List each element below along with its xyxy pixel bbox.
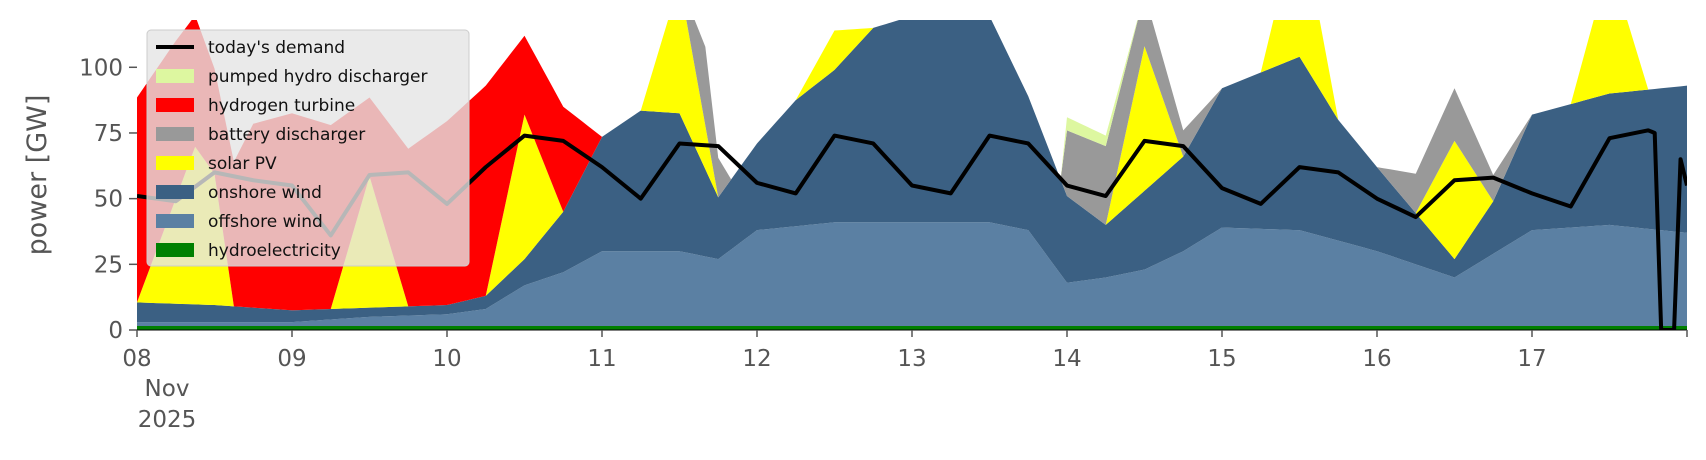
legend-swatch <box>156 98 194 112</box>
x-tick-label: 16 <box>1362 346 1391 372</box>
legend-swatch <box>156 69 194 83</box>
area-solar-pv <box>137 20 1687 311</box>
legend-swatch <box>156 185 194 199</box>
y-tick-label: 50 <box>94 187 123 213</box>
y-tick-label: 100 <box>79 55 123 81</box>
legend-label: battery discharger <box>208 125 365 145</box>
x-ticks: 08 Nov 2025 09 10 11 12 13 14 15 16 17 <box>122 330 1688 433</box>
y-ticks: 0 25 50 75 100 <box>79 55 137 344</box>
x-tick-label: 11 <box>587 346 616 372</box>
legend-label: solar PV <box>208 154 277 174</box>
x-tick-label: 08 <box>122 346 151 372</box>
y-tick-label: 75 <box>94 121 123 147</box>
legend-label: offshore wind <box>208 212 323 232</box>
area-hydroelectricity <box>137 326 1687 330</box>
legend-swatch <box>156 156 194 170</box>
legend-box <box>146 29 470 267</box>
x-tick-label: 17 <box>1517 346 1546 372</box>
legend-label: hydroelectricity <box>208 241 341 261</box>
legend-swatch <box>156 127 194 141</box>
legend-label: today's demand <box>208 38 345 58</box>
area-hydrogen-turbine <box>137 20 1687 311</box>
legend-label: pumped hydro discharger <box>208 67 427 87</box>
legend-swatch <box>156 243 194 257</box>
area-onshore-wind <box>137 20 1687 323</box>
area-offshore-wind <box>137 222 1687 327</box>
legend-label: hydrogen turbine <box>208 96 355 116</box>
x-tick-sublabel: Nov <box>145 376 190 402</box>
legend-swatch <box>156 214 194 228</box>
y-axis-label: power [GW] <box>22 95 53 256</box>
legend: today's demand pumped hydro discharger hyd… <box>146 29 470 267</box>
legend-label: onshore wind <box>208 183 322 203</box>
x-tick-label: 09 <box>277 346 306 372</box>
x-tick-label: 10 <box>432 346 461 372</box>
y-tick-label: 0 <box>108 318 123 344</box>
x-tick-sublabel: 2025 <box>138 407 197 433</box>
y-tick-label: 25 <box>94 252 123 278</box>
x-tick-label: 15 <box>1207 346 1236 372</box>
stacked-areas <box>137 20 1687 330</box>
x-tick-label: 14 <box>1052 346 1081 372</box>
x-tick-label: 12 <box>742 346 771 372</box>
x-tick-label: 13 <box>897 346 926 372</box>
